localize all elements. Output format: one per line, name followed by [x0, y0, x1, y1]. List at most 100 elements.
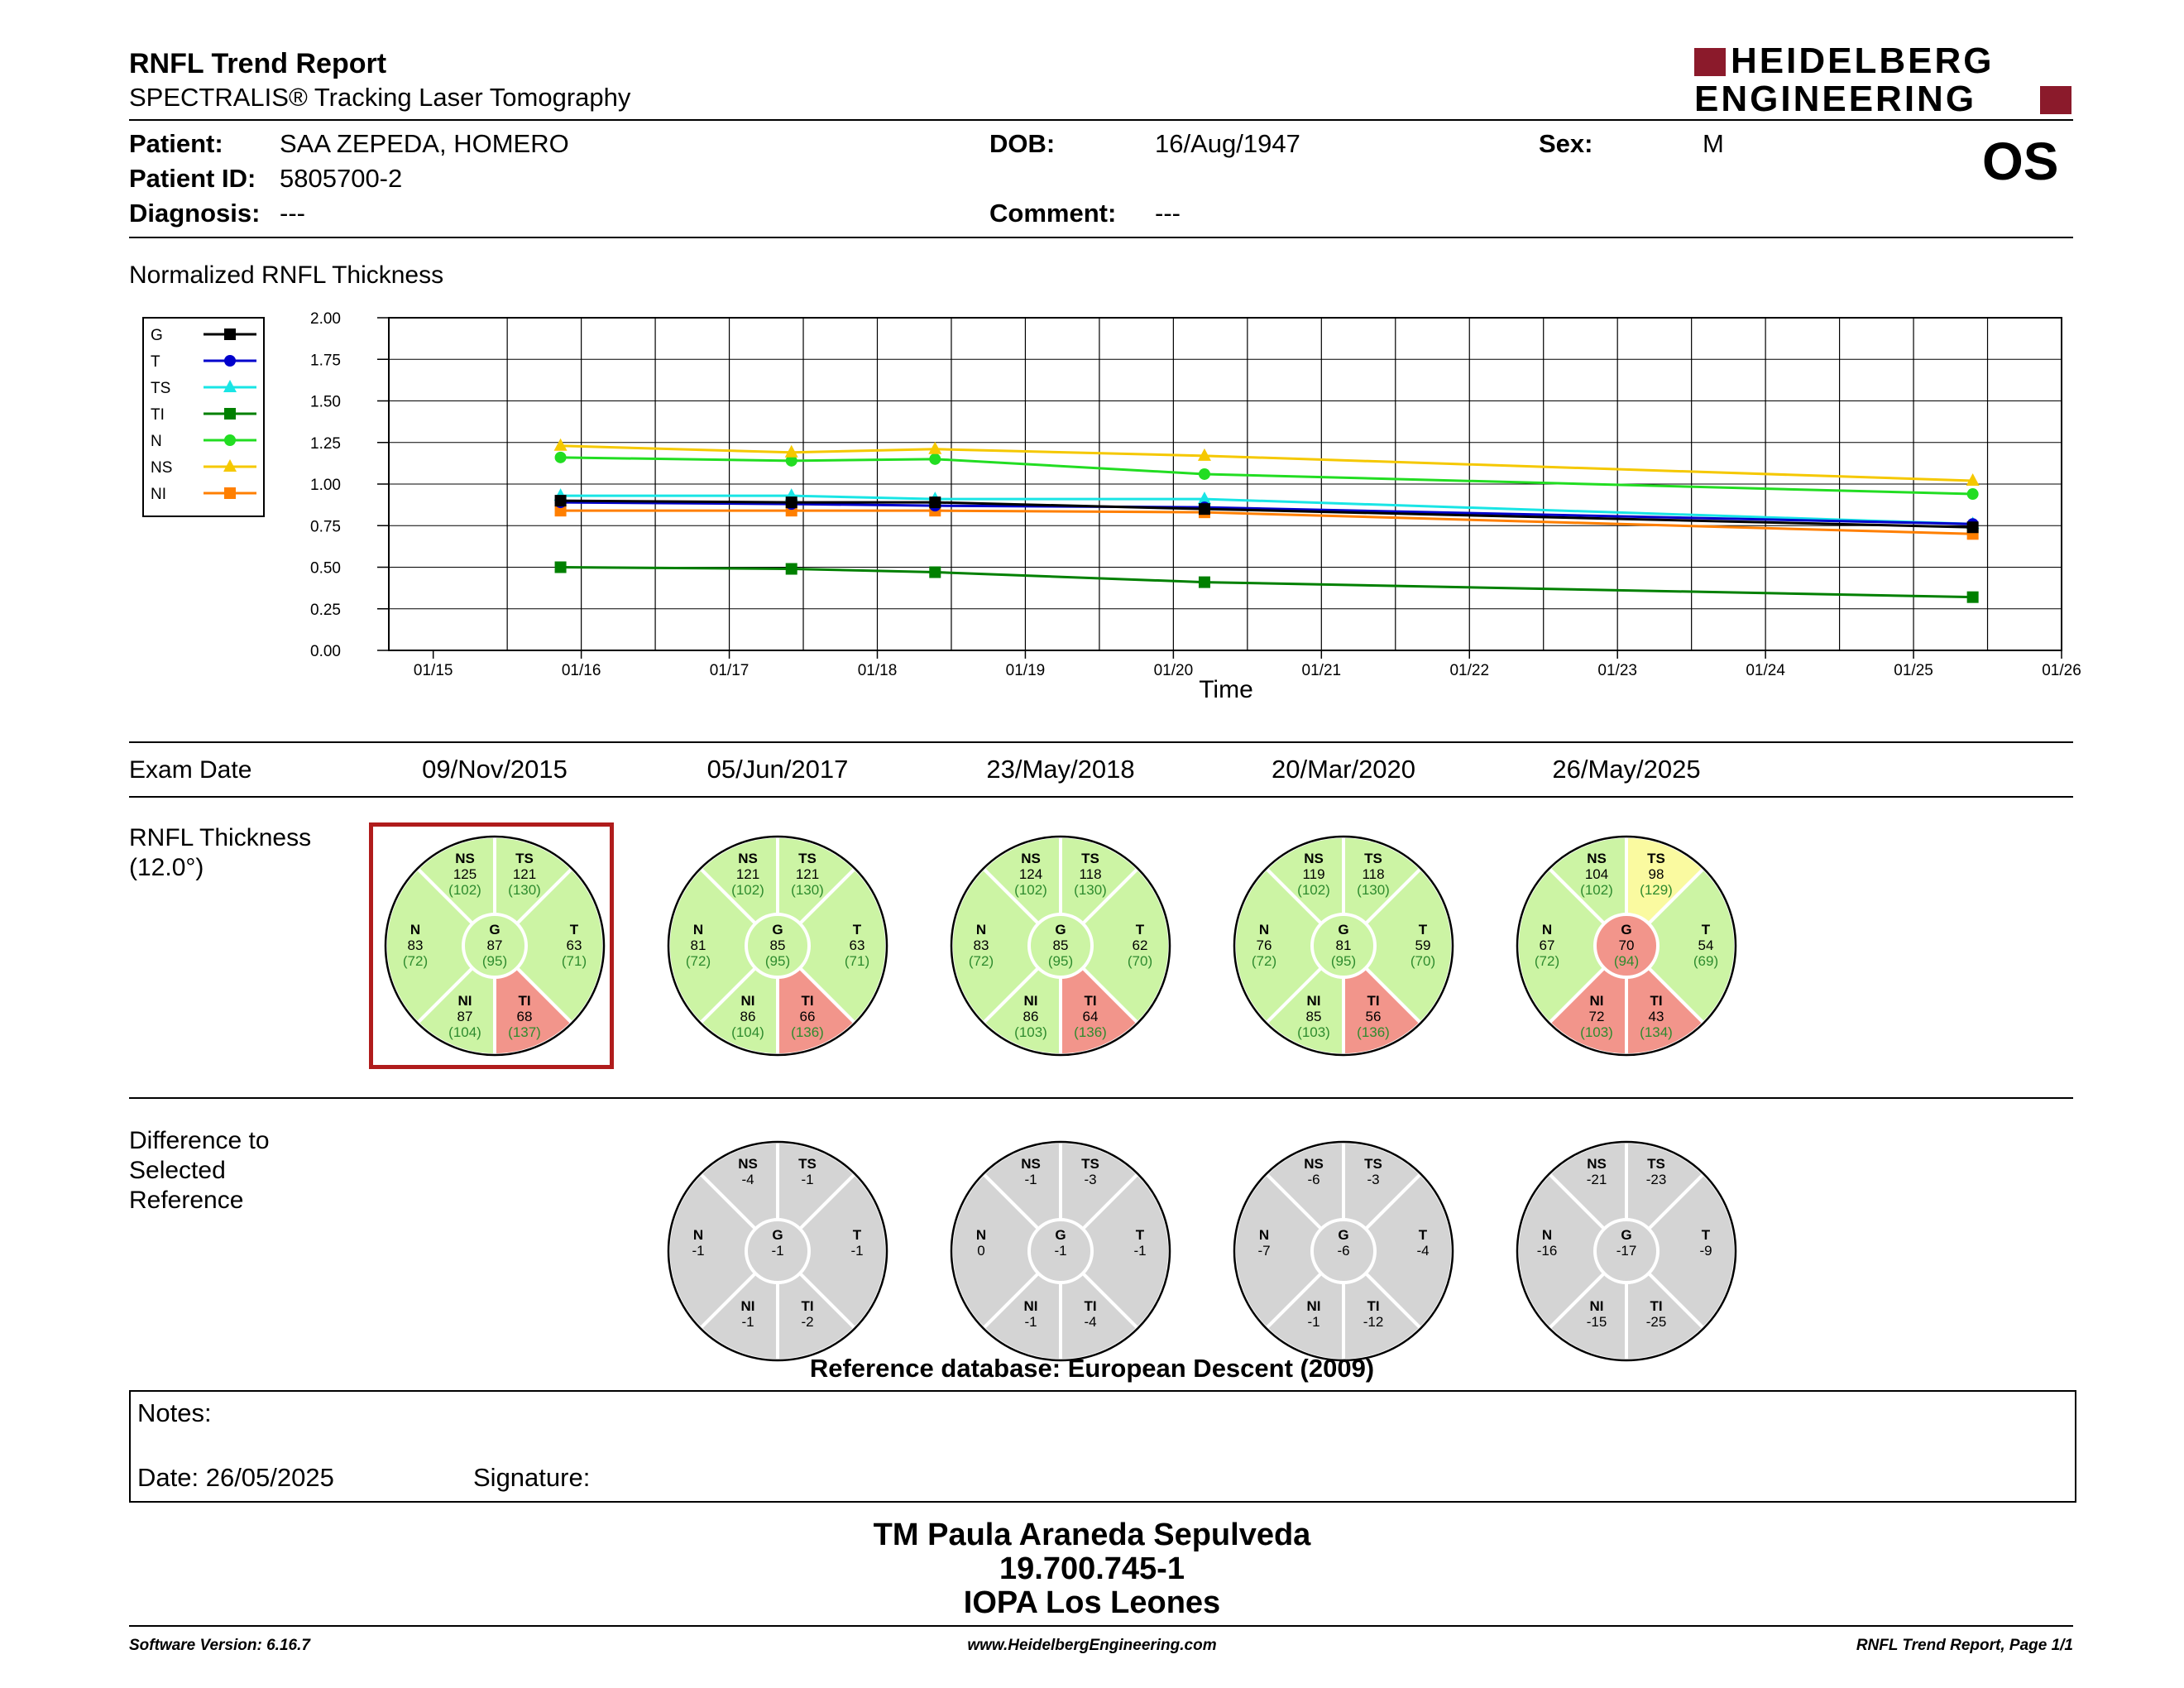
sector-name-ti: TI — [1650, 1298, 1662, 1314]
sector-reference-n: (72) — [1535, 953, 1559, 969]
sector-value-ns: 104 — [1585, 866, 1608, 882]
sector-name-ts: TS — [1364, 851, 1382, 866]
sector-name-t: T — [1136, 922, 1145, 938]
x-tick-label: 01/16 — [562, 662, 601, 679]
sector-name-ns: NS — [1021, 851, 1041, 866]
circle-outline — [1233, 1140, 1454, 1362]
exam-date-1[interactable]: 09/Nov/2015 — [422, 755, 568, 784]
trend-chart: GT TS TI N NS NI 0.00 0.25 0.50 0.75 1.00 1.25 1.50… — [142, 310, 2081, 703]
legend-label-ni: NI — [151, 486, 166, 503]
sector-value-g: 70 — [1619, 938, 1635, 953]
sector-name-t: T — [853, 1227, 862, 1243]
sector-value-ni: -1 — [741, 1314, 754, 1330]
sector-name-g: G — [772, 1227, 783, 1243]
sector-reference-t: (71) — [562, 953, 587, 969]
chart-section-title: Normalized RNFL Thickness — [129, 261, 444, 289]
rnfl-circle-3: NS124(102)TS118(130)N83(72)T62(70)NI86(1… — [949, 834, 1172, 1057]
circle-outline — [1516, 835, 1737, 1057]
sector-reference-t: (70) — [1410, 953, 1435, 969]
x-tick-label: 01/19 — [1006, 662, 1046, 679]
notes-box[interactable]: Notes: Date: 26/05/2025 Signature: — [129, 1390, 2076, 1503]
sector-reference-n: (72) — [969, 953, 994, 969]
legend-marker-t — [224, 355, 236, 367]
exam-date-3[interactable]: 23/May/2018 — [986, 755, 1135, 784]
sector-name-t: T — [1702, 922, 1711, 938]
legend-marker-ts — [223, 380, 237, 392]
sector-reference-g: (94) — [1614, 953, 1639, 969]
x-tick-label: 01/20 — [1154, 662, 1194, 679]
sector-name-n: N — [1259, 1227, 1269, 1243]
sector-value-g: -17 — [1616, 1243, 1637, 1259]
sector-value-t: 63 — [567, 938, 582, 953]
sector-name-n: N — [976, 922, 986, 938]
patient-id-value: 5805700-2 — [280, 164, 403, 193]
x-axis-label: Time — [1199, 676, 1253, 703]
sector-value-ni: -1 — [1307, 1314, 1320, 1330]
y-tick-label: 0.50 — [310, 560, 341, 578]
page-number: RNFL Trend Report, Page 1/1 — [1856, 1637, 2073, 1654]
sector-reference-ts: (130) — [791, 882, 824, 898]
patient-id-label: Patient ID: — [129, 164, 256, 193]
sector-value-ti: -25 — [1646, 1314, 1667, 1330]
website-link[interactable]: www.HeidelbergEngineering.com — [967, 1637, 1217, 1654]
sector-name-n: N — [693, 1227, 703, 1243]
exam-date-label: Exam Date — [129, 756, 252, 784]
rnfl-divider — [129, 1097, 2073, 1099]
sector-name-ts: TS — [515, 851, 534, 866]
difference-label-line2: Selected — [129, 1157, 226, 1184]
legend-label-t: T — [151, 353, 160, 371]
sector-name-ni: NI — [1307, 1298, 1321, 1314]
sector-name-g: G — [1621, 1227, 1631, 1243]
sector-reference-t: (70) — [1128, 953, 1152, 969]
sector-value-t: 54 — [1698, 938, 1714, 953]
x-tick-label: 01/26 — [2042, 662, 2081, 679]
sector-name-n: N — [1259, 922, 1269, 938]
sector-value-ni: 86 — [1023, 1009, 1039, 1024]
sector-value-g: -6 — [1337, 1243, 1349, 1259]
sex-value: M — [1703, 129, 1724, 158]
sector-reference-ti: (137) — [508, 1024, 541, 1040]
y-tick-label: 0.75 — [310, 518, 341, 535]
sector-value-ns: -4 — [741, 1172, 754, 1187]
data-point-ti — [554, 561, 567, 573]
circle-outline — [1516, 1140, 1737, 1362]
sector-name-n: N — [1542, 922, 1552, 938]
sector-name-ni: NI — [741, 1298, 755, 1314]
sector-value-g: 85 — [770, 938, 786, 953]
sector-g — [745, 913, 811, 979]
sector-reference-ts: (130) — [1357, 882, 1390, 898]
legend-marker-ni — [224, 487, 236, 499]
difference-label-line1: Difference to — [129, 1127, 270, 1154]
sector-name-t: T — [1419, 1227, 1428, 1243]
rnfl-circle-1: NS125(102)TS121(130)N83(72)T63(71)NI87(1… — [384, 834, 606, 1057]
software-version: Software Version: 6.16.7 — [129, 1637, 310, 1654]
sector-name-ni: NI — [1024, 993, 1038, 1009]
sector-reference-g: (95) — [765, 953, 790, 969]
sector-name-ti: TI — [801, 1298, 813, 1314]
sector-name-n: N — [693, 922, 703, 938]
sector-value-ni: 72 — [1589, 1009, 1605, 1024]
sector-name-ni: NI — [458, 993, 472, 1009]
data-point-n — [554, 451, 567, 463]
eye-indicator: OS — [1982, 132, 2059, 191]
sector-value-ti: 64 — [1083, 1009, 1099, 1024]
y-tick-label: 2.00 — [310, 310, 341, 328]
sector-value-ns: 121 — [736, 866, 759, 882]
rnfl-thickness-circles: NS125(102)TS121(130)N83(72)T63(71)NI87(1… — [384, 834, 1738, 1057]
logo-text-line1: HEIDELBERG — [1731, 41, 1995, 81]
sector-value-ns: -1 — [1024, 1172, 1037, 1187]
exam-date-5[interactable]: 26/May/2025 — [1552, 755, 1701, 784]
exam-date-top-divider — [129, 741, 2073, 743]
sector-value-n: 0 — [977, 1243, 984, 1259]
sector-reference-ns: (102) — [1014, 882, 1047, 898]
difference-circle-2: NS-4TS-1N-1T-1NI-1TI-2G-1 — [667, 1139, 889, 1363]
selected-reference-frame[interactable] — [369, 822, 614, 1069]
x-tick-label: 01/25 — [1894, 662, 1933, 679]
sector-value-n: 83 — [974, 938, 989, 953]
exam-date-2[interactable]: 05/Jun/2017 — [706, 755, 849, 784]
exam-date-4[interactable]: 20/Mar/2020 — [1271, 755, 1416, 784]
legend-label-ts: TS — [151, 380, 170, 397]
sector-name-ns: NS — [738, 851, 758, 866]
sector-reference-ns: (102) — [731, 882, 764, 898]
sector-name-ns: NS — [1304, 851, 1324, 866]
